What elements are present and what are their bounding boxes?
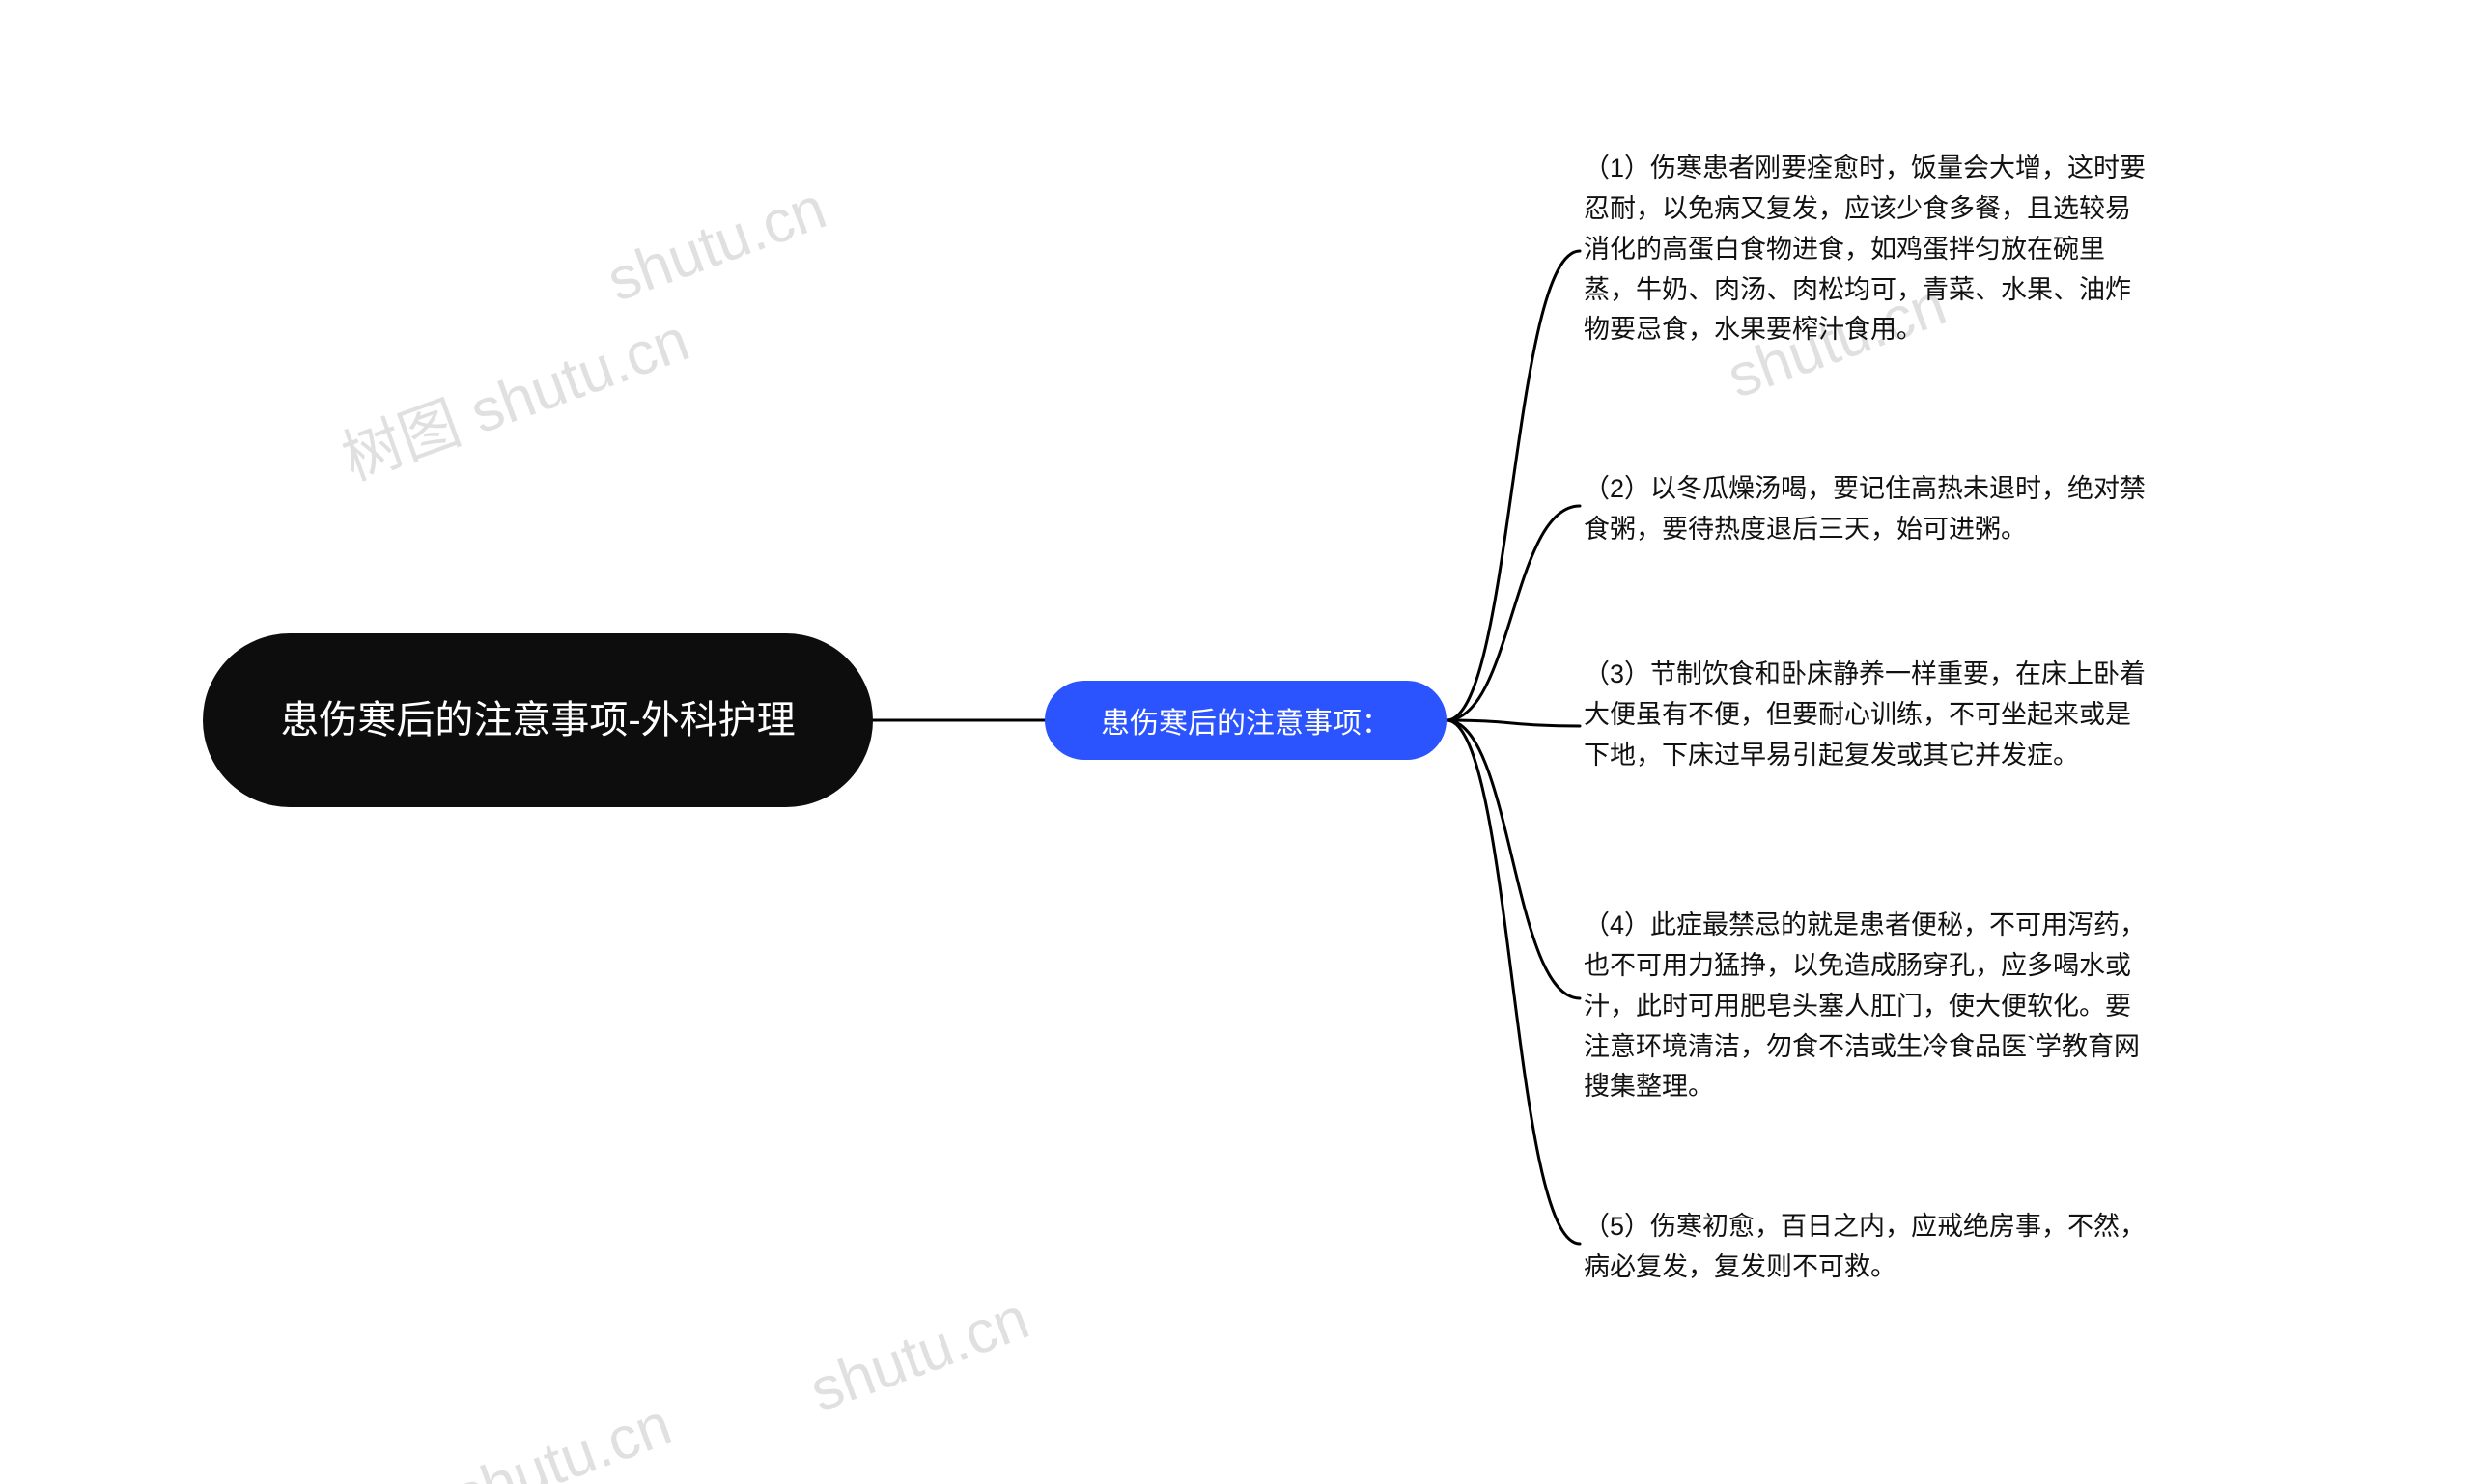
leaf-node-text: （5）伤寒初愈，百日之内，应戒绝房事，不然，病必复发，复发则不可救。 xyxy=(1584,1212,2146,1281)
leaf-node-text: （1）伤寒患者刚要痊愈时，饭量会大增，这时要忍耐，以免病又复发，应该少食多餐，且… xyxy=(1584,154,2146,344)
leaf-node[interactable]: （2）以冬瓜燥汤喝，要记住高热未退时，绝对禁食粥，要待热度退后三天，始可进粥。 xyxy=(1584,469,2153,550)
root-node-label: 患伤寒后的注意事项-外科护理 xyxy=(280,692,795,748)
leaf-node-text: （3）节制饮食和卧床静养一样重要，在床上卧着大便虽有不便，但要耐心训练，不可坐起… xyxy=(1584,659,2146,770)
leaf-node-text: （4）此症最禁忌的就是患者便秘，不可用泻药，也不可用力猛挣，以免造成肠穿孔，应多… xyxy=(1584,910,2146,1101)
sub-node-label: 患伤寒后的注意事项： xyxy=(1101,699,1390,742)
leaf-node[interactable]: （1）伤寒患者刚要痊愈时，饭量会大增，这时要忍耐，以免病又复发，应该少食多餐，且… xyxy=(1584,149,2153,350)
sub-node[interactable]: 患伤寒后的注意事项： xyxy=(1045,681,1447,760)
leaf-node-text: （2）以冬瓜燥汤喝，要记住高热未退时，绝对禁食粥，要待热度退后三天，始可进粥。 xyxy=(1584,474,2146,544)
root-node[interactable]: 患伤寒后的注意事项-外科护理 xyxy=(203,633,873,807)
mindmap-canvas: 患伤寒后的注意事项-外科护理 患伤寒后的注意事项： （1）伤寒患者刚要痊愈时，饭… xyxy=(0,0,2472,1484)
leaf-node[interactable]: （3）节制饮食和卧床静养一样重要，在床上卧着大便虽有不便，但要耐心训练，不可坐起… xyxy=(1584,655,2153,776)
leaf-node[interactable]: （5）伤寒初愈，百日之内，应戒绝房事，不然，病必复发，复发则不可救。 xyxy=(1584,1207,2153,1288)
leaf-node[interactable]: （4）此症最禁忌的就是患者便秘，不可用泻药，也不可用力猛挣，以免造成肠穿孔，应多… xyxy=(1584,906,2153,1107)
